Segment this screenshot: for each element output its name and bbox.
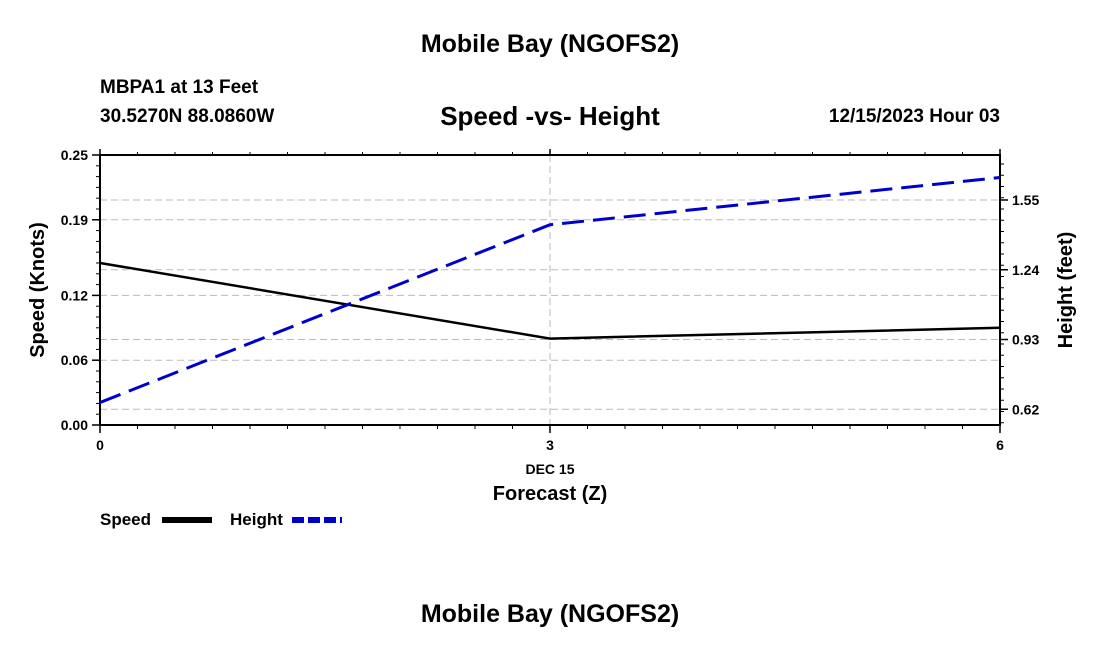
chart-title: Speed -vs- Height [440,101,660,131]
coordinates-label: 30.5270N 88.0860W [100,106,275,127]
footer-title: Mobile Bay (NGOFS2) [420,600,680,628]
legend: Speed Height [100,510,342,529]
legend-label-speed: Speed [100,510,151,529]
tick-label-x: 3 [546,437,554,453]
tick-label-right: 1.24 [1012,262,1039,278]
tick-label-left: 0.00 [61,417,88,433]
tick-label-right: 0.62 [1012,401,1039,417]
tick-labels: 0.00 0.06 0.12 0.19 0.25 0.62 0.93 1.24 1.55 0 3 6 [61,147,1040,453]
series-lines [99,176,1001,404]
tick-label-left: 0.06 [61,352,88,368]
x-date-label: DEC 15 [525,461,574,477]
legend-label-height: Height [230,510,283,529]
station-label: MBPA1 at 13 Feet [100,77,259,98]
y-axis-left-label: Speed (Knots) [27,222,49,358]
series-line-speed [99,261,1001,340]
forecast-datetime: 12/15/2023 Hour 03 [828,106,1000,127]
tick-label-left: 0.19 [61,212,88,228]
tick-label-left: 0.12 [61,287,88,303]
x-axis-label: Forecast (Z) [493,483,607,505]
tick-label-left: 0.25 [61,147,88,163]
tick-label-x: 0 [96,437,104,453]
page-title: Mobile Bay (NGOFS2) [420,30,680,58]
tick-label-right: 1.55 [1012,192,1039,208]
tick-label-right: 0.93 [1012,332,1039,348]
series-line-height [99,176,1001,404]
tick-label-x: 6 [996,437,1004,453]
y-axis-right-label: Height (feet) [1055,232,1077,349]
axis-ticks [92,149,1008,433]
grid [100,155,1000,425]
